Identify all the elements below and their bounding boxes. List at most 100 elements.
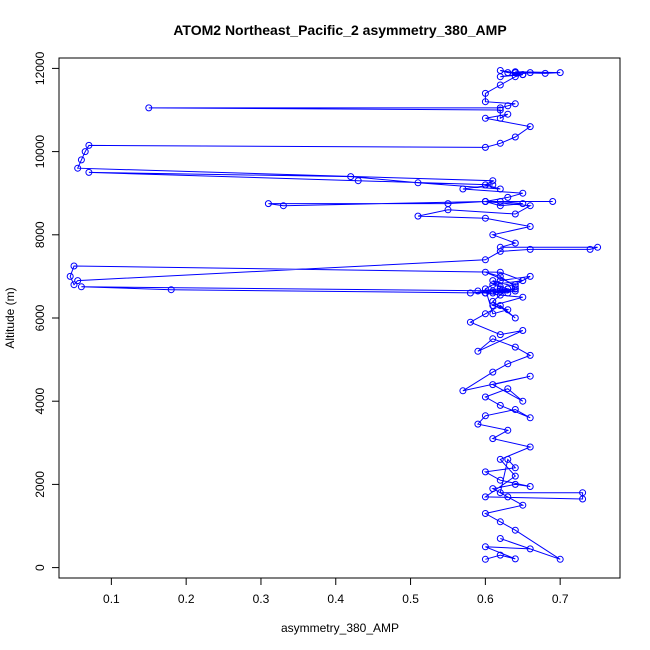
- data-point: [264, 200, 272, 208]
- data-point: [496, 268, 504, 276]
- data-point: [549, 198, 557, 205]
- data-point: [511, 287, 519, 295]
- data-point: [496, 139, 504, 147]
- data-point: [496, 185, 504, 193]
- data-point: [481, 289, 489, 297]
- data-point: [511, 526, 519, 534]
- data-point: [459, 185, 467, 193]
- data-point: [504, 289, 512, 297]
- data-point: [496, 535, 504, 542]
- data-point: [511, 210, 519, 218]
- data-point: [489, 381, 497, 389]
- data-point: [489, 181, 497, 189]
- series-layer: [66, 67, 602, 563]
- x-tick-label: 0.3: [253, 592, 270, 606]
- series-line: [69, 70, 598, 560]
- data-point: [481, 143, 489, 151]
- y-tick-label: 4000: [33, 388, 47, 415]
- data-point: [504, 110, 512, 118]
- data-point: [556, 69, 564, 77]
- data-point: [519, 327, 527, 334]
- data-point: [481, 543, 489, 551]
- data-point: [279, 202, 287, 210]
- data-point: [586, 245, 594, 253]
- y-tick-label: 10000: [33, 135, 47, 169]
- y-tick-label: 2000: [33, 471, 47, 498]
- data-point: [504, 493, 512, 501]
- chart-title: ATOM2 Northeast_Pacific_2 asymmetry_380_…: [173, 22, 506, 38]
- data-point: [541, 69, 549, 77]
- data-point: [489, 281, 497, 289]
- x-tick-label: 0.2: [178, 592, 195, 606]
- data-point: [145, 104, 153, 112]
- data-point: [167, 286, 175, 294]
- data-point: [519, 397, 527, 405]
- data-point: [70, 262, 78, 270]
- data-point: [511, 285, 519, 293]
- data-point: [511, 555, 519, 563]
- y-tick-label: 8000: [33, 221, 47, 248]
- data-point: [526, 202, 534, 210]
- data-point: [556, 555, 564, 563]
- data-point: [526, 272, 534, 280]
- data-point: [496, 551, 504, 559]
- data-point: [519, 277, 527, 285]
- x-tick-label: 0.7: [552, 592, 569, 606]
- data-point: [526, 69, 534, 77]
- x-axis-label: asymmetry_380_AMP: [281, 621, 399, 635]
- data-point: [511, 464, 519, 472]
- data-point: [481, 393, 489, 401]
- data-point: [511, 480, 519, 488]
- data-point: [414, 179, 422, 187]
- data-point: [496, 73, 504, 81]
- data-point: [511, 100, 519, 108]
- data-point: [496, 302, 504, 309]
- data-point: [77, 283, 85, 291]
- data-point: [74, 164, 82, 172]
- data-point: [489, 177, 497, 185]
- data-point: [496, 287, 504, 295]
- data-point: [489, 297, 497, 305]
- data-point: [481, 555, 489, 563]
- data-point: [347, 173, 355, 181]
- data-point: [504, 193, 512, 201]
- data-point: [481, 412, 489, 420]
- data-point: [511, 239, 519, 247]
- data-point: [489, 277, 497, 285]
- data-point: [481, 493, 489, 501]
- data-point: [496, 489, 504, 497]
- data-point: [354, 177, 362, 185]
- data-point: [489, 335, 497, 343]
- y-tick-label: 0: [33, 564, 47, 571]
- data-point: [526, 545, 534, 553]
- data-point: [481, 268, 489, 276]
- data-point: [481, 181, 489, 189]
- data-point: [489, 485, 497, 493]
- data-point: [481, 89, 489, 97]
- data-point: [496, 243, 504, 251]
- data-point: [481, 510, 489, 517]
- data-point: [481, 214, 489, 222]
- data-point: [481, 468, 489, 476]
- data-point: [481, 310, 489, 318]
- plot-frame: [58, 57, 621, 579]
- x-tick-label: 0.4: [327, 592, 344, 606]
- data-point: [77, 156, 85, 164]
- data-point: [496, 455, 504, 463]
- data-point: [526, 443, 534, 451]
- data-point: [496, 331, 504, 339]
- data-point: [496, 106, 504, 114]
- data-point: [519, 200, 527, 208]
- y-axis-ticks: 0 2000 4000 6000 8000 10000 12000: [33, 51, 59, 571]
- data-point: [504, 426, 512, 434]
- x-tick-label: 0.5: [402, 592, 419, 606]
- data-point: [504, 385, 512, 393]
- data-point: [526, 483, 534, 490]
- data-point: [489, 368, 497, 376]
- x-axis-ticks: 0.1 0.2 0.3 0.4 0.5 0.6 0.7: [103, 578, 569, 606]
- data-point: [489, 435, 497, 443]
- data-point: [466, 318, 474, 326]
- data-point: [511, 73, 519, 81]
- data-point: [504, 69, 512, 77]
